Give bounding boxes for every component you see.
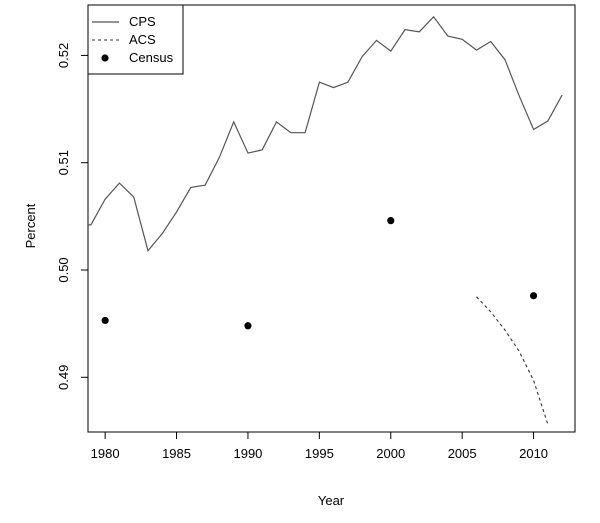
x-tick-label: 2000	[376, 446, 405, 461]
census-point	[387, 217, 395, 225]
x-tick-label: 1995	[305, 446, 334, 461]
y-tick-label: 0.50	[56, 257, 71, 282]
x-axis-title: Year	[318, 493, 345, 508]
census-point	[244, 322, 252, 330]
y-tick-label: 0.52	[56, 43, 71, 68]
plot-frame	[87, 4, 576, 433]
census-points	[101, 217, 538, 330]
y-axis-title: Percent	[23, 203, 38, 248]
x-tick-label: 1985	[162, 446, 191, 461]
cps-series-line	[88, 15, 563, 252]
legend-census-label: Census	[129, 50, 174, 65]
legend-cps-label: CPS	[129, 14, 156, 29]
legend: CPS ACS Census	[87, 4, 184, 75]
x-tick-label: 2010	[519, 446, 548, 461]
acs-series-line	[476, 296, 549, 425]
census-point	[529, 292, 538, 300]
census-point	[101, 316, 109, 325]
legend-census-swatch	[101, 54, 109, 62]
y-axis-ticks: 0.49 0.50 0.51 0.52	[56, 43, 88, 390]
x-axis-ticks: 1980 1985 1990 1995 2000 2005 2010	[91, 432, 548, 461]
x-tick-label: 1990	[233, 446, 262, 461]
y-tick-label: 0.49	[56, 365, 71, 390]
x-tick-label: 1980	[91, 446, 120, 461]
legend-box	[87, 4, 184, 75]
y-tick-label: 0.51	[56, 150, 71, 175]
x-tick-label: 2005	[448, 446, 477, 461]
legend-acs-label: ACS	[129, 32, 156, 47]
